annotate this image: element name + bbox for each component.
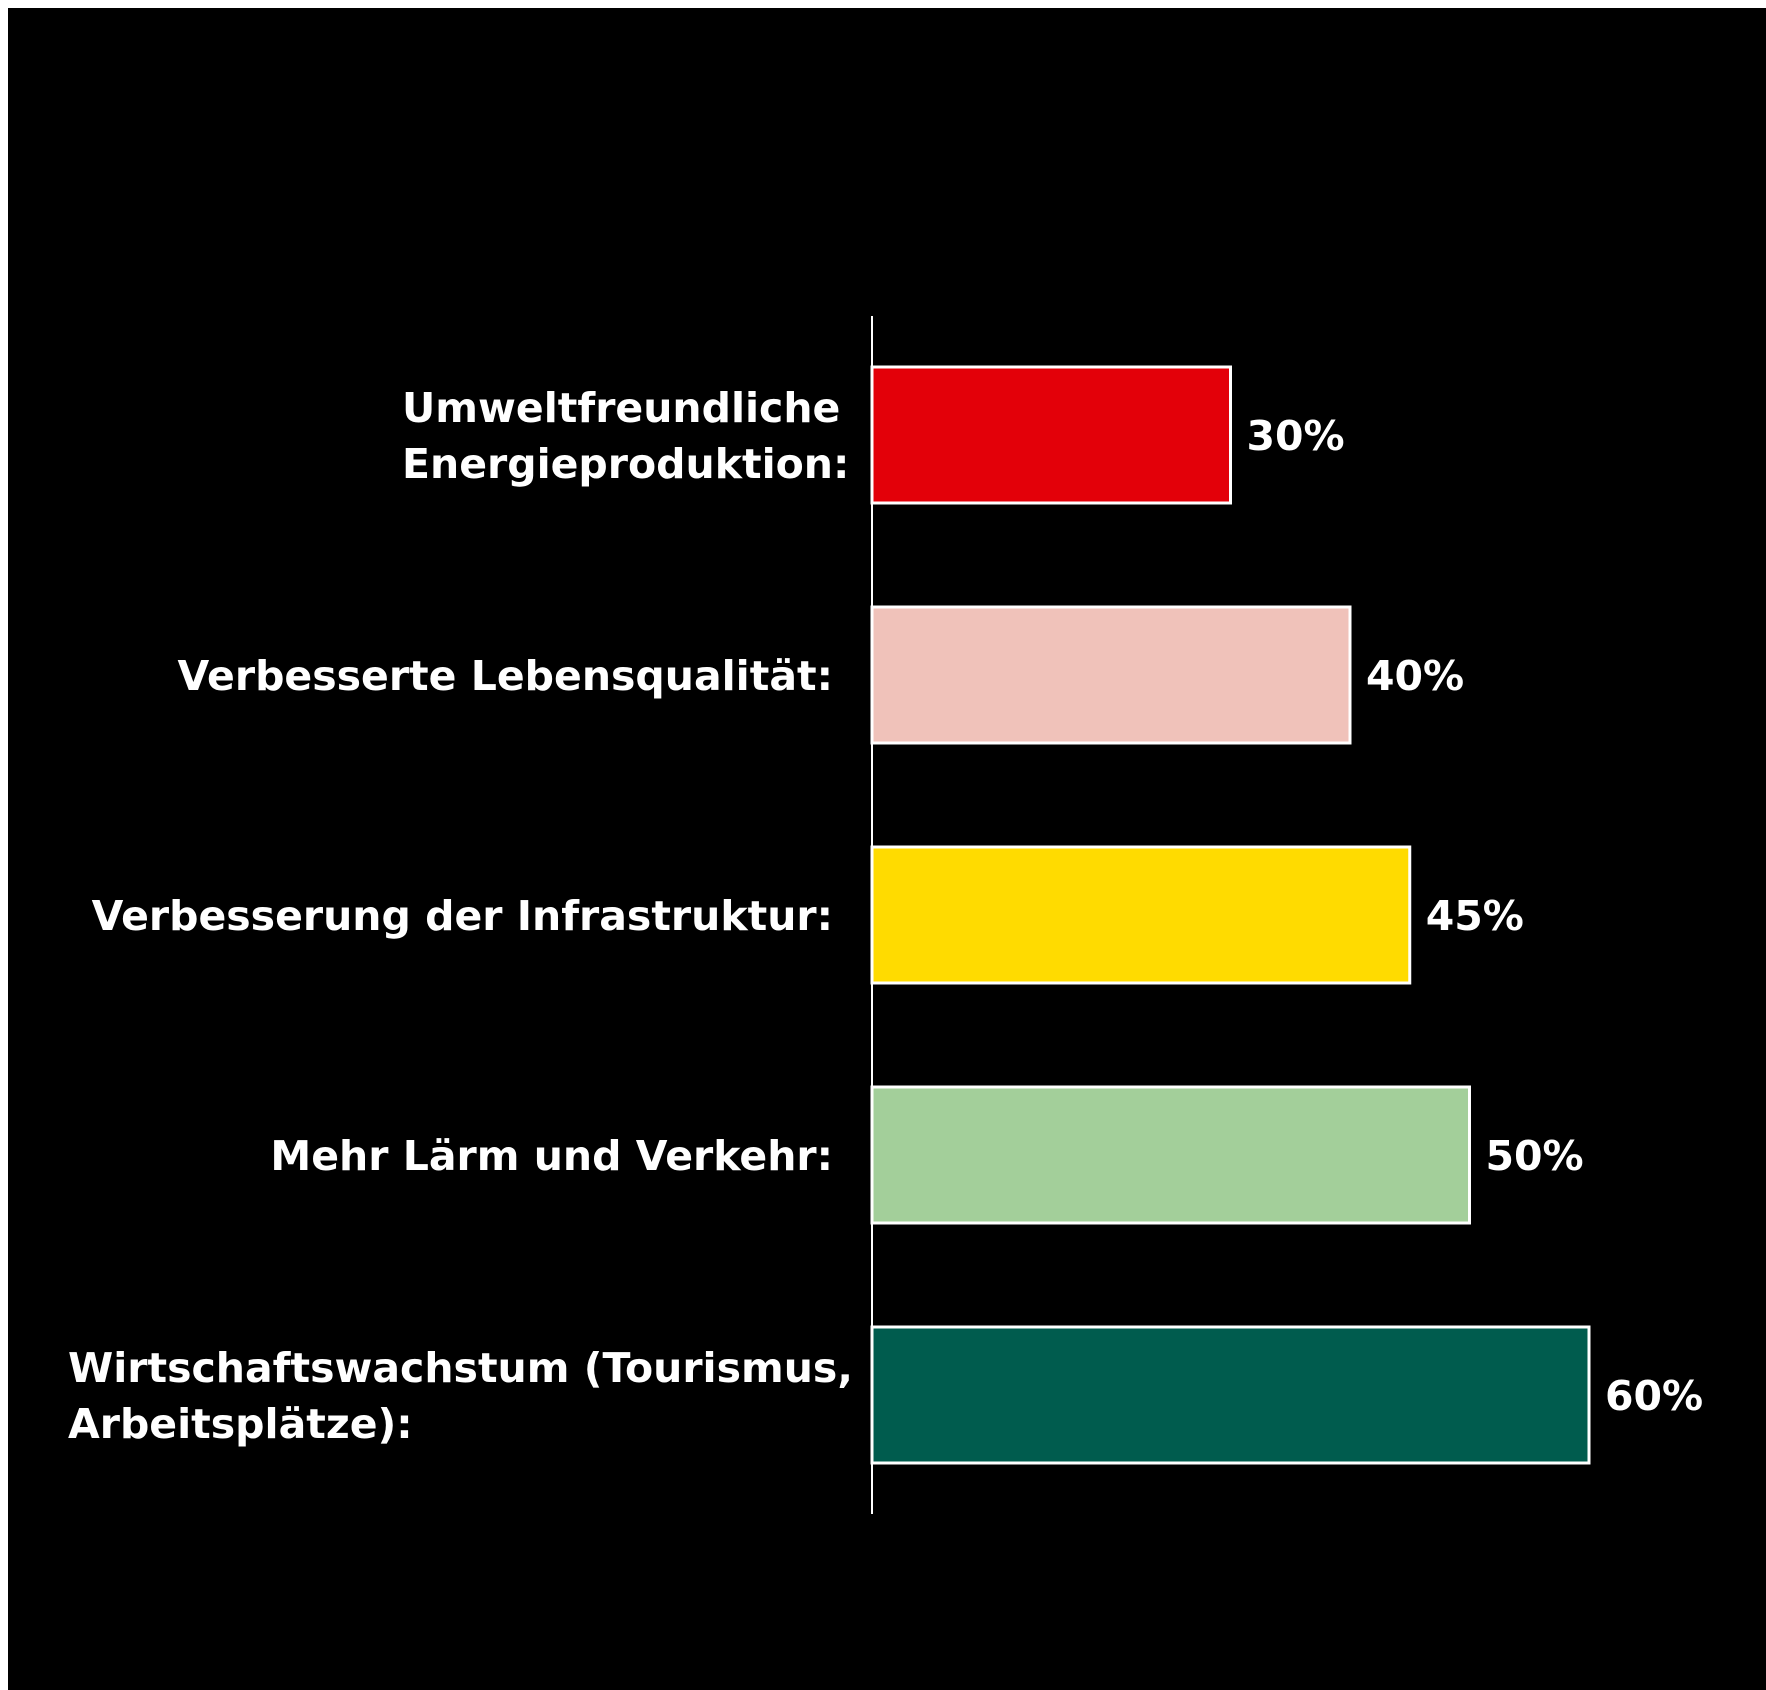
bar-5 — [870, 1325, 1591, 1465]
category-label-4: Mehr Lärm und Verkehr: — [270, 1132, 833, 1180]
category-label-2-line-1: Verbesserte Lebensqualität: — [178, 652, 833, 700]
category-label-3-line-1: Verbesserung der Infrastruktur: — [92, 892, 833, 940]
bar-4 — [870, 1085, 1471, 1225]
category-label-5: Wirtschaftswachstum (Tourismus, Arbeitspl… — [68, 1344, 853, 1448]
category-label-1-line-1: Umweltfreundliche — [402, 384, 840, 432]
value-label-1: 30% — [1247, 412, 1345, 460]
category-label-1: Umweltfreundliche Energieproduktion: — [402, 384, 849, 488]
bar-1 — [870, 365, 1232, 505]
value-label-2: 40% — [1366, 652, 1464, 700]
bar-3 — [870, 845, 1412, 985]
bars-group — [870, 365, 1591, 1465]
category-label-4-line-1: Mehr Lärm und Verkehr: — [270, 1132, 833, 1180]
category-label-2: Verbesserte Lebensqualität: — [178, 652, 833, 700]
category-label-5-line-2: Arbeitsplätze): — [68, 1400, 413, 1448]
category-label-5-line-1: Wirtschaftswachstum (Tourismus, — [68, 1344, 853, 1392]
category-label-1-line-2: Energieproduktion: — [402, 440, 849, 488]
value-label-4: 50% — [1486, 1132, 1584, 1180]
category-label-3: Verbesserung der Infrastruktur: — [92, 892, 833, 940]
category-labels-group: Umweltfreundliche Energieproduktion: Verbe… — [68, 384, 853, 1448]
value-label-3: 45% — [1426, 892, 1524, 940]
value-labels-group: 30% 40% 45% 50% 60% — [1247, 412, 1704, 1420]
value-label-5: 60% — [1605, 1372, 1703, 1420]
bar-2 — [870, 605, 1352, 745]
